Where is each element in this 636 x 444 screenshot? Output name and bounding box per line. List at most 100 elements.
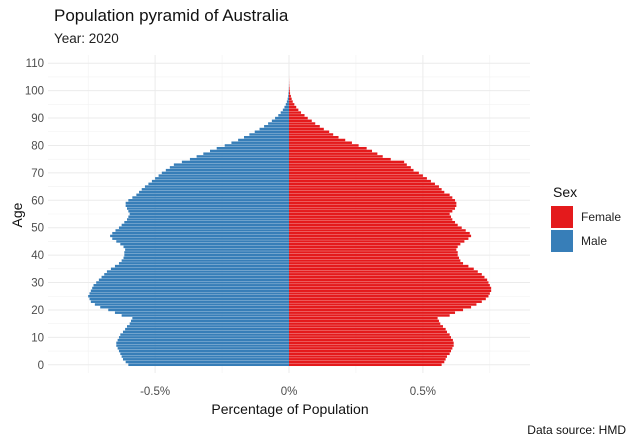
- bar-male-age-41: [124, 251, 289, 254]
- bar-female-age-51: [289, 223, 458, 227]
- bar-female-age-18: [289, 314, 450, 317]
- x-axis-ticks: -0.5% 0% 0.5%: [140, 386, 436, 398]
- bar-male-age-34: [106, 270, 290, 273]
- bar-female-age-71: [289, 168, 414, 172]
- bar-female-age-72: [289, 166, 411, 169]
- bar-male-age-8: [116, 341, 290, 345]
- bar-female-age-38: [289, 259, 461, 262]
- bar-female-age-14: [289, 325, 443, 328]
- bar-male-age-7: [116, 344, 290, 347]
- bar-male-age-94: [284, 105, 289, 109]
- y-tick-label: 40: [31, 250, 44, 262]
- bar-female-age-69: [289, 174, 423, 177]
- legend-label-male: Male: [581, 234, 607, 248]
- bar-male-age-86: [259, 127, 289, 131]
- bar-female-age-40: [289, 253, 458, 257]
- bar-female-age-44: [289, 242, 461, 246]
- bar-male-age-19: [114, 311, 289, 314]
- bar-male-age-75: [189, 157, 289, 161]
- bar-male-age-15: [129, 322, 289, 325]
- bar-male-age-43: [123, 245, 289, 249]
- bar-female-age-93: [289, 108, 299, 112]
- bar-male-age-76: [196, 155, 289, 158]
- bar-male-age-23: [90, 300, 289, 303]
- bar-female-age-83: [289, 136, 339, 139]
- bar-male-age-24: [89, 297, 289, 301]
- bar-female-age-81: [289, 141, 352, 144]
- bar-male-age-97: [287, 97, 289, 101]
- bar-male-age-33: [104, 273, 289, 276]
- bar-female-age-34: [289, 270, 478, 273]
- bar-female-age-22: [289, 303, 477, 306]
- bar-male-age-2: [122, 358, 289, 361]
- bar-male-age-10: [118, 336, 289, 339]
- bar-male-age-91: [278, 114, 289, 117]
- chart-title: Population pyramid of Australia: [54, 6, 289, 25]
- bar-male-age-82: [238, 138, 289, 142]
- bar-male-age-59: [125, 201, 290, 205]
- bar-female-age-19: [289, 311, 456, 314]
- pyramid-bars: [88, 75, 492, 367]
- bar-female-age-70: [289, 171, 419, 175]
- bar-female-age-64: [289, 188, 442, 191]
- legend: Sex Female Male: [551, 184, 621, 252]
- bar-female-age-86: [289, 127, 324, 131]
- bar-female-age-3: [289, 355, 447, 358]
- bar-male-age-70: [161, 171, 289, 175]
- bar-female-age-6: [289, 347, 453, 350]
- bar-male-age-38: [121, 259, 289, 262]
- bar-male-age-35: [110, 267, 289, 271]
- bar-female-age-67: [289, 179, 431, 183]
- bar-male-age-3: [121, 355, 289, 358]
- bar-male-age-56: [128, 210, 289, 213]
- bar-female-age-80: [289, 144, 359, 147]
- bar-male-age-74: [181, 160, 289, 164]
- bar-female-age-2: [289, 358, 446, 361]
- bar-male-age-25: [88, 295, 290, 298]
- bar-male-age-58: [125, 204, 290, 208]
- bar-female-age-89: [289, 119, 312, 123]
- bar-female-age-31: [289, 278, 488, 282]
- bar-male-age-48: [112, 231, 290, 235]
- bar-male-age-63: [139, 190, 289, 194]
- bar-male-age-0: [128, 363, 289, 367]
- bar-male-age-95: [285, 103, 289, 106]
- bar-female-age-24: [289, 297, 486, 301]
- bar-male-age-87: [264, 125, 289, 128]
- bar-male-age-9: [117, 338, 289, 342]
- bar-male-age-18: [121, 314, 289, 317]
- bar-male-age-77: [203, 152, 289, 155]
- bar-female-age-27: [289, 289, 492, 292]
- bar-female-age-13: [289, 327, 446, 331]
- bar-male-age-39: [123, 256, 289, 260]
- bar-male-age-13: [125, 327, 290, 331]
- y-tick-label: 90: [31, 113, 44, 125]
- bar-female-age-100: [289, 89, 290, 92]
- bar-male-age-64: [141, 188, 289, 191]
- bar-female-age-57: [289, 207, 456, 210]
- y-tick-label: 110: [26, 58, 44, 70]
- bar-female-age-15: [289, 322, 441, 325]
- bar-female-age-20: [289, 308, 464, 312]
- bar-male-age-79: [216, 146, 289, 150]
- bar-male-age-26: [89, 292, 289, 295]
- bar-male-age-6: [117, 347, 289, 350]
- bar-female-age-48: [289, 231, 470, 235]
- bar-female-age-21: [289, 305, 472, 309]
- y-tick-label: 50: [31, 223, 44, 235]
- bar-male-age-61: [132, 196, 289, 199]
- bar-female-age-60: [289, 199, 456, 202]
- bar-male-age-47: [110, 234, 289, 238]
- bar-female-age-78: [289, 149, 373, 153]
- bar-female-age-66: [289, 182, 435, 186]
- bar-male-age-92: [280, 111, 289, 114]
- bar-female-age-94: [289, 105, 297, 109]
- bar-male-age-69: [158, 174, 289, 177]
- y-tick-label: 30: [31, 278, 44, 290]
- legend-title: Sex: [553, 184, 577, 200]
- bar-male-age-30: [96, 281, 289, 284]
- bar-female-age-23: [289, 300, 482, 303]
- bar-male-age-98: [288, 94, 289, 98]
- bar-male-age-80: [224, 144, 289, 147]
- bar-male-age-83: [244, 136, 289, 139]
